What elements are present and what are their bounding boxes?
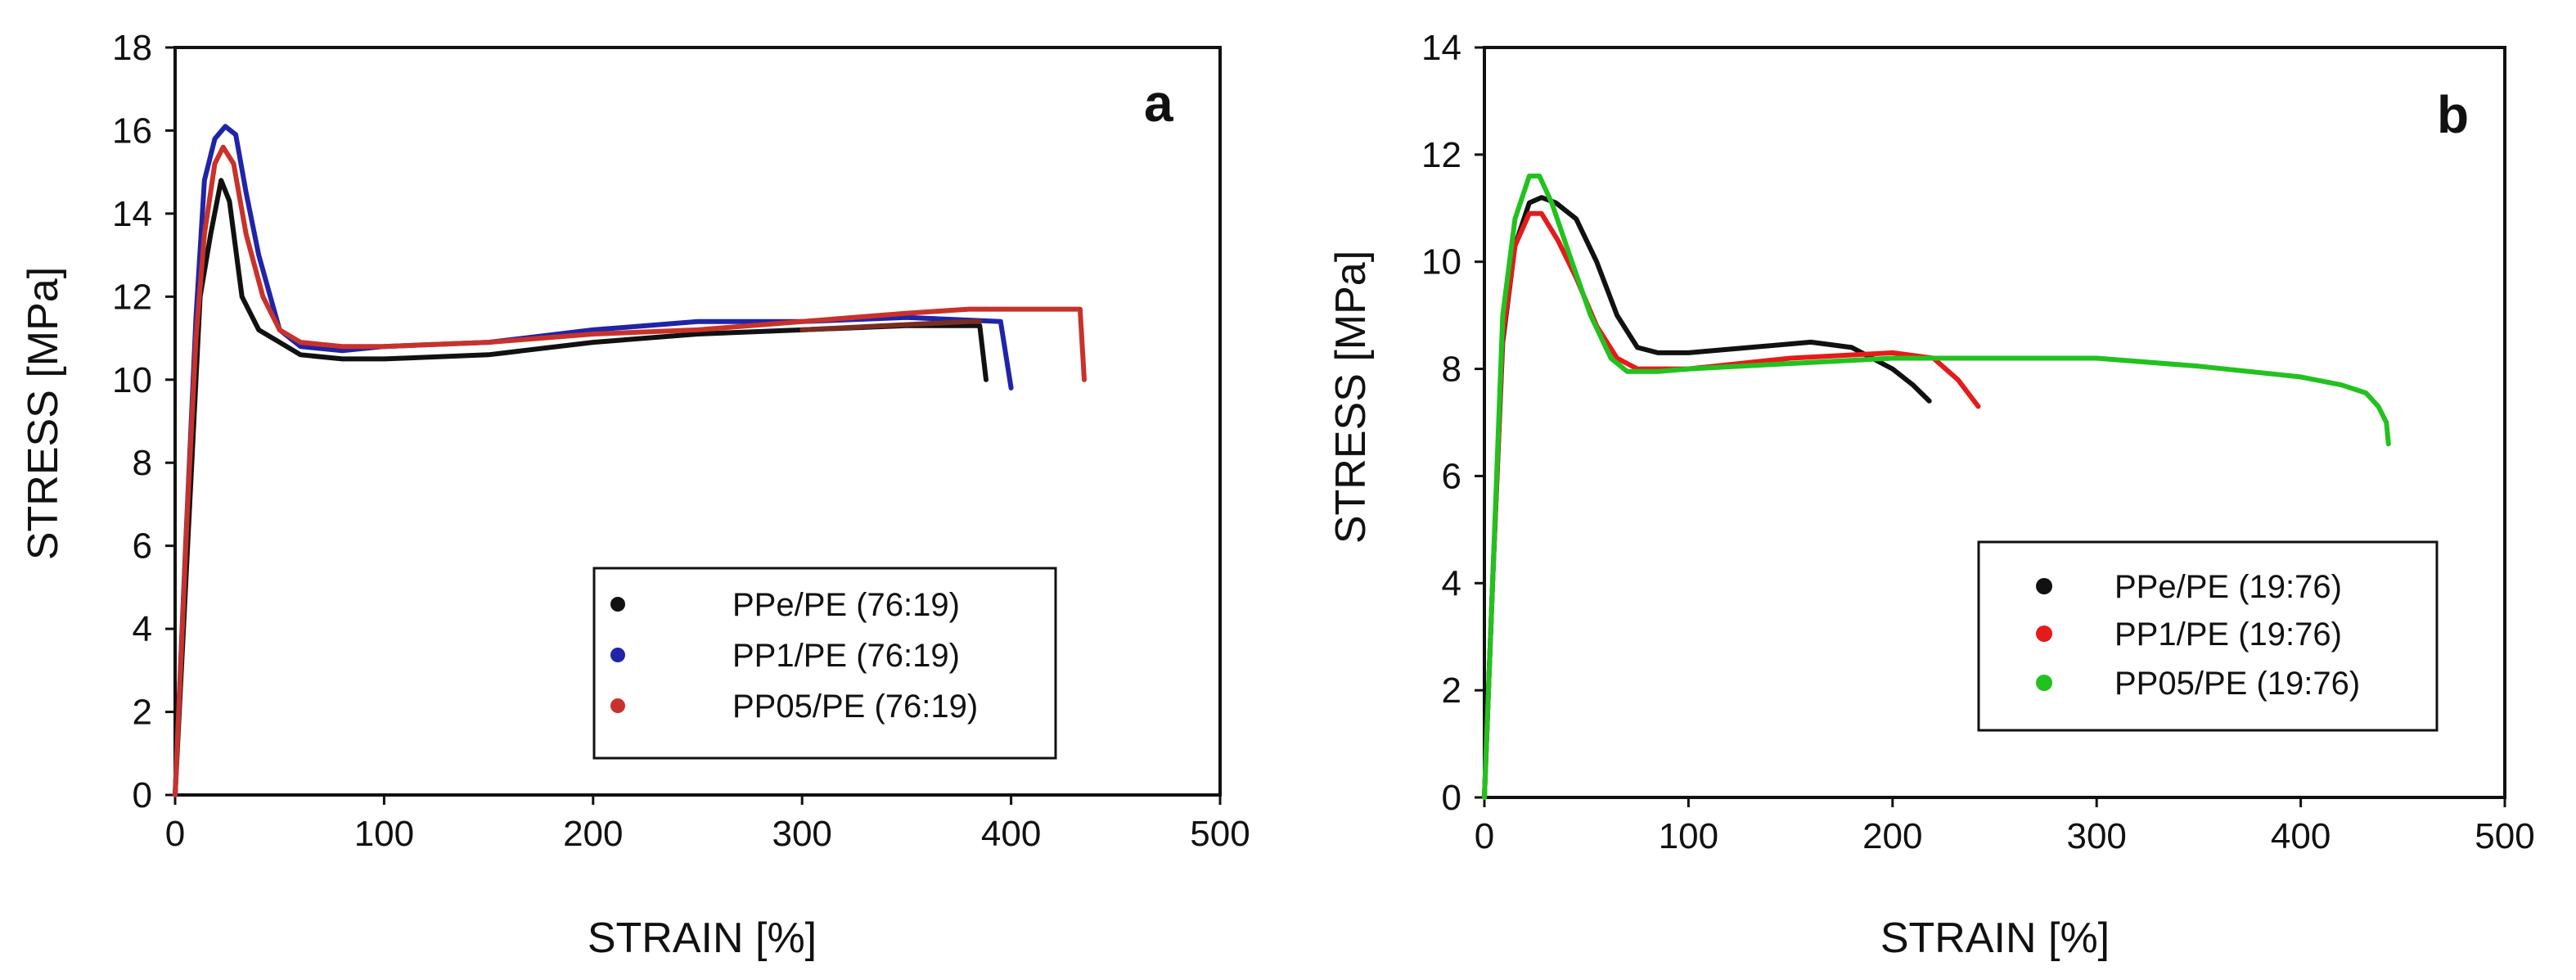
panel-b-legend: PPe/PE (19:76) PP1/PE (19:76) PP05/PE (1… [1977,540,2439,732]
panel-a-x-tick-label-2: 200 [563,814,623,854]
panel-a-y-tick-label-2: 4 [133,609,152,649]
panel-b-x-tick-label-2: 200 [1862,816,1922,856]
panel-a-ticks: 0 100 200 300 400 500 0 2 4 6 8 10 12 14 16 18 [112,28,1250,854]
panel-b-y-tick-label-7: 14 [1421,28,1461,68]
panel-a-series-line-2 [173,144,1087,797]
panel-b-chart: 0 100 200 300 400 500 0 2 4 6 8 10 12 14 b STRAIN [%]… [1327,28,2535,962]
panel-a-y-tick-label-9: 18 [112,28,152,68]
panel-a-y-tick-label-8: 16 [112,111,152,151]
panel-b-y-tick-label-0: 0 [1442,778,1461,818]
panel-a-y-tick-label-3: 6 [133,526,152,567]
panel-a-y-tick-label-5: 10 [112,360,152,400]
panel-b-x-tick-label-0: 0 [1475,816,1494,856]
panel-b-x-axis-title: STRAIN [%] [1880,915,2110,962]
panel-a-plot-frame [173,46,1222,797]
panel-a-legend-label-0: PPe/PE (76:19) [732,587,960,623]
panel-a-legend-box [592,567,1057,760]
panel-b-legend-box [1977,540,2439,732]
panel-a-y-tick-label-0: 0 [133,775,152,815]
panel-b-y-tick-label-4: 8 [1442,350,1461,390]
panel-a-x-tick-label-5: 500 [1190,814,1250,854]
panel-a-x-axis-title: STRAIN [%] [588,915,817,962]
panel-a-y-tick-label-4: 8 [133,443,152,483]
panel-a-x-tick-label-1: 100 [354,814,414,854]
panel-b-plot-frame [1483,46,2506,799]
panel-a-legend-label-2: PP05/PE (76:19) [732,689,978,725]
panel-a-legend-marker-0 [610,597,625,612]
panel-b-x-tick-label-1: 100 [1659,816,1718,856]
panel-b-legend-marker-0 [2036,578,2052,594]
panel-b-legend-label-2: PP05/PE (19:76) [2114,666,2360,702]
panel-b-letter: b [2437,85,2469,144]
panel-a-series [173,124,1087,797]
panel-a-y-tick-label-7: 14 [112,194,152,234]
panel-b-x-tick-label-3: 300 [2066,816,2126,856]
panel-a-legend-label-1: PP1/PE (76:19) [732,638,960,674]
panel-a-x-tick-label-0: 0 [165,814,185,854]
panel-b-series-line-1 [1482,210,1981,800]
panel-b-y-tick-label-2: 4 [1442,563,1461,603]
panel-b-x-tick-label-5: 500 [2475,816,2534,856]
panel-b-legend-marker-1 [2036,625,2052,642]
panel-b-series [1482,174,2391,800]
panel-a-y-tick-label-6: 12 [112,277,152,317]
panel-b-legend-marker-2 [2036,675,2052,691]
panel-a-chart: 0 100 200 300 400 500 0 2 4 6 8 10 12 14 16 18 a STRAIN… [20,28,1250,962]
panel-b-series-line-2 [1482,174,2391,800]
panel-b-x-tick-label-4: 400 [2271,816,2331,856]
panel-a-series-line-3 [799,318,983,332]
panel-a-legend-marker-1 [610,648,625,662]
panel-a-y-tick-label-1: 2 [133,693,152,733]
panel-b-legend-label-0: PPe/PE (19:76) [2114,569,2342,605]
panel-a-legend-marker-2 [610,698,625,713]
panel-b-y-tick-label-1: 2 [1442,671,1461,711]
panel-b-ticks: 0 100 200 300 400 500 0 2 4 6 8 10 12 14 [1421,28,2535,856]
panel-b-y-axis-title: STRESS [MPa] [1327,251,1375,544]
panel-a-legend: PPe/PE (76:19) PP1/PE (76:19) PP05/PE (7… [592,567,1057,760]
panel-a-x-tick-label-4: 400 [981,814,1041,854]
panel-b-legend-label-1: PP1/PE (19:76) [2114,616,2342,653]
panel-b-series-line-0 [1482,195,1932,800]
panel-a-letter: a [1144,74,1173,133]
panel-b-y-tick-label-5: 10 [1421,242,1461,282]
panel-a-x-tick-label-3: 300 [772,814,831,854]
panel-a-y-axis-title: STRESS [MPa] [20,267,67,560]
panel-b-y-tick-label-6: 12 [1421,135,1461,175]
panel-b-y-tick-label-3: 6 [1442,456,1461,496]
